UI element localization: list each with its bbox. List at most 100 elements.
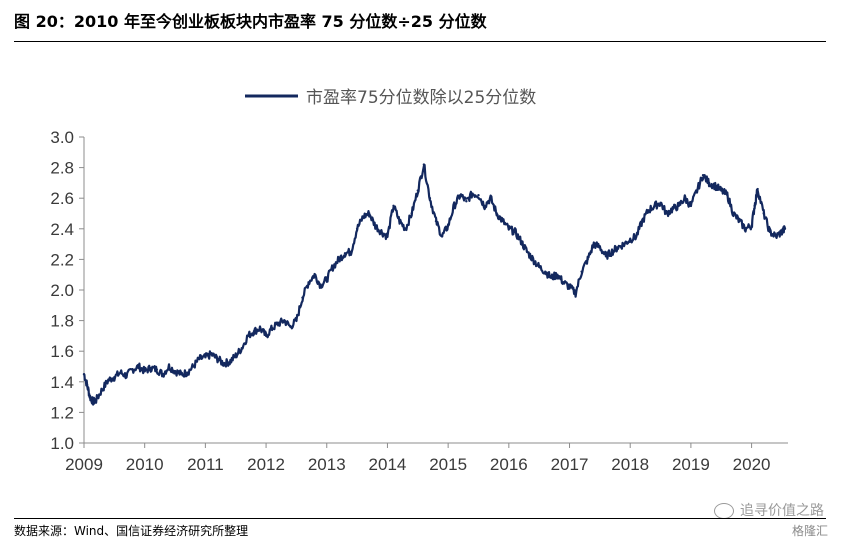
data-point (753, 204, 756, 208)
data-point (313, 273, 316, 276)
data-point (665, 212, 668, 215)
data-point (137, 365, 140, 368)
data-point (677, 204, 680, 208)
x-tick-label: 2009 (65, 455, 103, 474)
data-point (283, 319, 286, 322)
data-point (446, 224, 450, 227)
data-point (325, 278, 328, 281)
y-tick-label: 1.0 (50, 434, 74, 453)
y-tick-label: 1.8 (50, 312, 74, 331)
data-point (726, 193, 729, 197)
series-group (82, 163, 787, 406)
data-point (252, 330, 256, 333)
data-point (301, 296, 304, 299)
data-point (622, 242, 626, 246)
data-point (701, 174, 705, 177)
data-point (192, 365, 195, 368)
data-point (780, 230, 784, 234)
data-point (343, 252, 347, 255)
data-point (750, 224, 753, 227)
data-point (185, 371, 189, 374)
data-point (82, 372, 86, 376)
data-point (531, 258, 535, 261)
data-point (422, 163, 426, 166)
data-point (774, 235, 778, 238)
data-point (258, 327, 262, 330)
data-point (125, 374, 128, 377)
x-axis-ticks: 2009 2010 2011 2012 2013 2014 2015 2016 2017 2018… (65, 443, 771, 474)
data-point (337, 258, 341, 261)
data-point (289, 325, 292, 328)
x-tick-label: 2014 (369, 455, 407, 474)
data-point (264, 334, 268, 338)
data-point (616, 245, 620, 249)
data-point (113, 376, 116, 379)
x-tick-label: 2020 (733, 455, 771, 474)
data-point (361, 215, 365, 218)
data-point (659, 201, 662, 204)
data-point (610, 250, 614, 253)
data-point (295, 319, 298, 322)
data-point (707, 181, 711, 185)
data-point (91, 400, 95, 403)
data-point (629, 238, 632, 241)
data-point (386, 235, 389, 238)
watermark-text: 追寻价值之路 (740, 503, 824, 519)
x-tick-label: 2015 (429, 455, 467, 474)
data-point (641, 219, 644, 223)
data-point (604, 255, 608, 258)
data-point (228, 360, 231, 364)
data-point (477, 193, 480, 197)
data-point (222, 362, 225, 365)
data-point (173, 369, 177, 373)
data-point (738, 219, 741, 223)
series-line (83, 163, 787, 406)
data-point (398, 219, 401, 223)
data-point (465, 200, 468, 203)
data-point (94, 398, 98, 402)
data-point (277, 322, 280, 325)
watermark-brand: 格隆汇 (791, 524, 828, 538)
data-point (101, 388, 104, 391)
data-point (416, 189, 419, 192)
data-point (519, 239, 523, 243)
data-point (453, 204, 456, 208)
data-point (489, 197, 492, 200)
data-point (404, 227, 407, 230)
legend: 市盈率75分位数除以25分位数 (245, 88, 536, 108)
watermark: 追寻价值之路 (714, 500, 824, 520)
data-point (598, 245, 602, 249)
y-tick-label: 1.6 (50, 342, 74, 361)
x-tick-label: 2011 (187, 455, 224, 474)
data-point (198, 357, 201, 361)
data-point (544, 270, 547, 273)
data-point (149, 366, 152, 370)
data-point (501, 219, 504, 223)
data-point (513, 230, 517, 234)
data-point (768, 230, 771, 234)
data-point (368, 212, 371, 215)
data-point (653, 204, 656, 208)
x-tick-label: 2019 (672, 455, 710, 474)
x-tick-label: 2016 (490, 455, 528, 474)
x-tick-label: 2017 (551, 455, 589, 474)
data-point (671, 207, 674, 211)
data-point (592, 242, 595, 246)
data-point (550, 276, 553, 279)
data-point (307, 281, 310, 284)
y-tick-label: 2.8 (50, 159, 74, 178)
data-point (434, 219, 438, 223)
figure-title: 图 20：2010 年至今创业板板块内市盈率 75 分位数÷25 分位数 (14, 12, 487, 31)
data-point (471, 192, 474, 195)
x-tick-label: 2010 (126, 455, 164, 474)
data-point (380, 230, 383, 234)
data-point (483, 204, 486, 208)
axes (83, 137, 788, 444)
data-point (234, 354, 237, 357)
source-rule (14, 518, 826, 519)
data-point (562, 281, 565, 284)
data-point (537, 265, 541, 269)
data-point (331, 265, 335, 269)
data-point (720, 189, 723, 192)
